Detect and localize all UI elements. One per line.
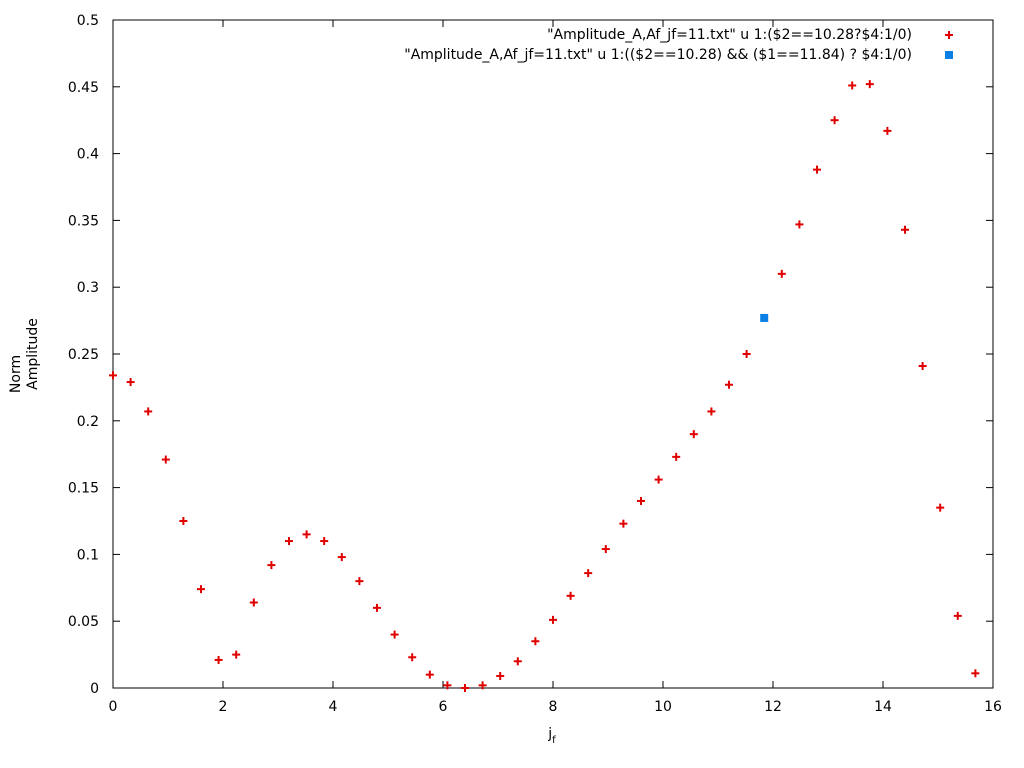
data-point bbox=[953, 611, 962, 620]
y-tick-label: 0.1 bbox=[77, 547, 99, 563]
y-tick-label: 0.5 bbox=[77, 13, 99, 29]
data-point bbox=[742, 350, 751, 358]
data-point bbox=[478, 681, 487, 690]
x-tick-label: 16 bbox=[984, 699, 1002, 715]
data-point bbox=[654, 475, 663, 484]
data-point bbox=[707, 407, 716, 416]
legend-marker-1 bbox=[945, 31, 953, 39]
data-point bbox=[496, 671, 505, 680]
x-tick-label: 10 bbox=[654, 699, 672, 715]
x-tick-label: 6 bbox=[439, 699, 448, 715]
data-point bbox=[918, 362, 927, 371]
data-point bbox=[408, 653, 417, 662]
data-point bbox=[901, 225, 909, 234]
data-point bbox=[109, 371, 117, 380]
series-layer bbox=[109, 80, 980, 692]
y-tick-label: 0.2 bbox=[77, 414, 99, 430]
data-point bbox=[549, 615, 557, 624]
x-tick-label: 14 bbox=[874, 699, 892, 715]
data-point bbox=[883, 126, 892, 135]
x-axis-label: jf bbox=[547, 726, 556, 746]
data-point bbox=[197, 585, 205, 594]
data-point bbox=[302, 530, 311, 539]
legend-entry-2-label: "Amplitude_A,Af_jf=11.txt" u 1:(($2==10.… bbox=[404, 47, 912, 63]
y-axis-label-line-1: Norm bbox=[8, 355, 24, 393]
data-point bbox=[443, 681, 452, 690]
data-point bbox=[337, 553, 346, 562]
y-axis-ticks: 0 0.05 0.1 0.15 0.2 0.25 0.3 0.35 0.4 0.45 0.5 bbox=[68, 13, 993, 697]
series-1 bbox=[109, 80, 980, 692]
data-point bbox=[425, 670, 434, 679]
data-point bbox=[689, 430, 698, 439]
x-tick-label: 12 bbox=[764, 699, 782, 715]
y-tick-label: 0.4 bbox=[77, 147, 99, 163]
data-point bbox=[865, 80, 874, 89]
data-point bbox=[249, 598, 258, 607]
data-point bbox=[584, 569, 593, 578]
data-point bbox=[126, 378, 135, 387]
x-tick-label: 2 bbox=[219, 699, 228, 715]
data-point bbox=[619, 519, 628, 528]
data-point bbox=[285, 537, 293, 546]
data-point bbox=[355, 577, 364, 586]
data-point bbox=[161, 455, 170, 464]
data-point bbox=[214, 655, 223, 664]
y-tick-label: 0.15 bbox=[68, 481, 99, 497]
data-point bbox=[179, 517, 188, 525]
x-tick-label: 0 bbox=[109, 699, 118, 715]
data-point bbox=[637, 496, 645, 505]
y-tick-label: 0.3 bbox=[77, 280, 99, 296]
x-tick-label: 4 bbox=[329, 699, 338, 715]
data-point bbox=[390, 630, 399, 639]
y-tick-label: 0.45 bbox=[68, 80, 99, 96]
y-axis-label-line-2: Amplitude bbox=[25, 318, 41, 390]
data-point bbox=[725, 380, 733, 389]
data-point bbox=[777, 269, 786, 278]
data-point bbox=[936, 503, 945, 512]
data-point bbox=[566, 591, 575, 600]
y-tick-label: 0.35 bbox=[68, 213, 99, 229]
data-point bbox=[813, 165, 821, 174]
data-point bbox=[320, 537, 329, 546]
data-point bbox=[513, 657, 522, 666]
legend: "Amplitude_A,Af_jf=11.txt" u 1:($2==10.2… bbox=[404, 27, 953, 63]
plot-axes bbox=[112, 19, 994, 689]
x-tick-label: 8 bbox=[549, 699, 558, 715]
data-point bbox=[760, 313, 769, 322]
data-point bbox=[971, 669, 980, 678]
y-tick-label: 0.25 bbox=[68, 347, 99, 363]
data-point bbox=[795, 220, 804, 229]
y-tick-label: 0.05 bbox=[68, 614, 99, 630]
data-point bbox=[232, 650, 241, 659]
legend-entry-1-label: "Amplitude_A,Af_jf=11.txt" u 1:($2==10.2… bbox=[547, 27, 912, 43]
data-point bbox=[461, 684, 469, 692]
legend-markers bbox=[945, 31, 953, 59]
data-point bbox=[601, 545, 610, 554]
y-tick-label: 0 bbox=[90, 681, 99, 697]
data-point bbox=[267, 561, 276, 570]
x-axis-label-subscript: f bbox=[552, 735, 556, 746]
plot-frame bbox=[112, 19, 994, 689]
legend-marker-2 bbox=[945, 51, 953, 59]
series-2 bbox=[760, 313, 769, 322]
data-point bbox=[830, 116, 839, 125]
data-point bbox=[531, 637, 540, 646]
data-point bbox=[373, 603, 381, 612]
data-point bbox=[672, 452, 681, 461]
x-axis-label-main: j bbox=[547, 726, 552, 742]
data-point bbox=[144, 407, 153, 416]
x-axis-ticks: 0 2 4 6 8 10 12 14 16 bbox=[109, 20, 1002, 715]
data-point bbox=[848, 81, 857, 90]
